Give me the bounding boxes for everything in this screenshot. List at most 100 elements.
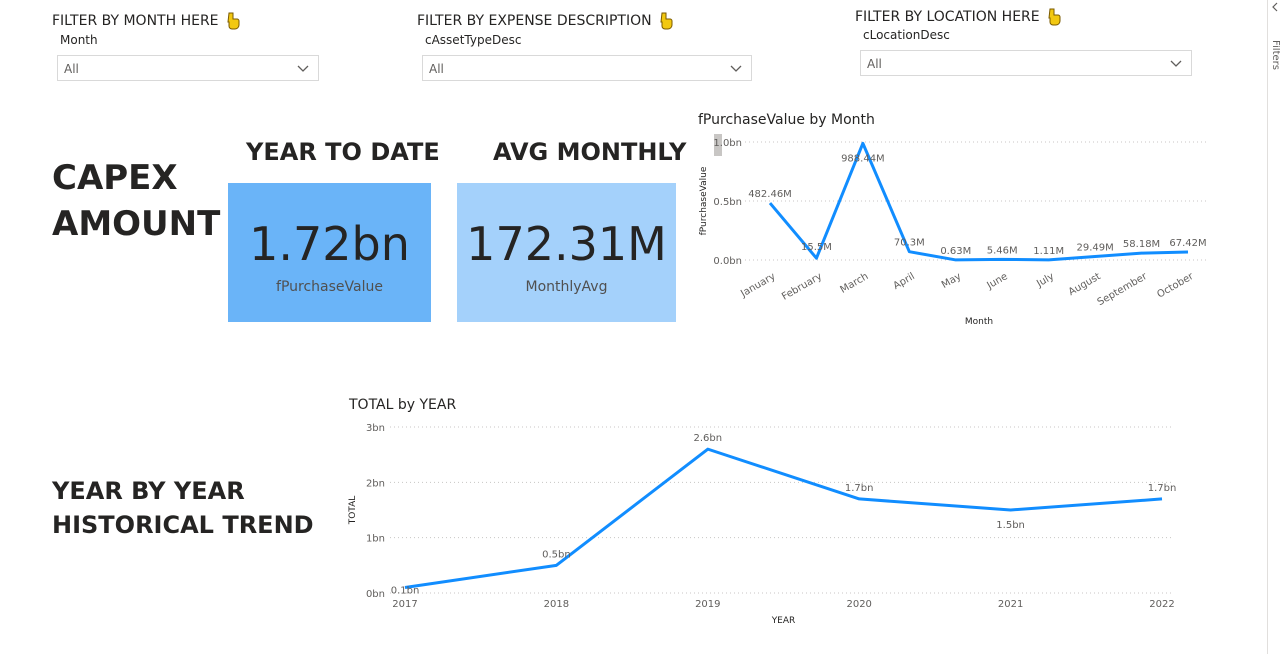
monthly-chart-data-label: 15.5M: [801, 242, 832, 253]
yearly-chart-x-tick: 2022: [1149, 599, 1174, 610]
yearly-chart-x-tick: 2021: [998, 599, 1023, 610]
yearly-chart-data-label: 1.7bn: [845, 483, 874, 494]
pointing-hand-icon: [660, 12, 673, 30]
filters-pane-label: Filters: [1270, 40, 1280, 70]
ytd-card-value: 1.72bn: [249, 216, 410, 271]
monthly-chart-title: fPurchaseValue by Month: [698, 112, 875, 128]
trend-heading-line2: HISTORICAL TREND: [52, 511, 314, 539]
chevron-down-icon: [730, 65, 742, 72]
monthly-chart-data-point[interactable]: [999, 256, 1005, 262]
yearly-chart-data-label: 1.5bn: [996, 520, 1025, 531]
monthly-chart-data-label: 67.42M: [1169, 238, 1206, 249]
ytd-card[interactable]: 1.72bn fPurchaseValue: [228, 183, 431, 322]
yearly-line-chart[interactable]: 0bn 1bn 2bn 3bn TOTAL 0.1bn 0.5bn 2.6bn 1.7bn 1.5…: [340, 415, 1190, 630]
monthly-chart-x-axis-label: Month: [965, 317, 993, 327]
monthly-chart-y-tick: 0.5bn: [713, 197, 742, 208]
location-dropdown-value: All: [867, 57, 882, 71]
month-dropdown[interactable]: All: [57, 55, 319, 81]
scrollbar-handle[interactable]: [714, 134, 722, 156]
avg-card-title: AVG MONTHLY: [493, 138, 687, 166]
yearly-chart-y-tick: 1bn: [366, 534, 385, 545]
pointing-hand-icon: [1048, 8, 1061, 26]
yearly-chart-x-tick: 2017: [392, 599, 417, 610]
monthly-chart-data-label: 0.63M: [940, 246, 971, 257]
monthly-chart-x-tick: June: [984, 271, 1009, 292]
avg-card-value: 172.31M: [466, 216, 667, 271]
month-dropdown-value: All: [64, 62, 79, 76]
monthly-chart-x-tick: March: [838, 271, 870, 296]
yearly-chart-y-tick: 2bn: [366, 478, 385, 489]
capex-heading-line2: AMOUNT: [52, 204, 221, 244]
monthly-chart-data-label: 5.46M: [987, 245, 1018, 256]
yearly-chart-y-tick: 3bn: [366, 423, 385, 434]
yearly-chart-series-line[interactable]: [404, 447, 1163, 589]
expense-slicer-label: cAssetTypeDesc: [425, 33, 522, 47]
avg-card[interactable]: 172.31M MonthlyAvg: [457, 183, 676, 322]
yearly-chart-data-point[interactable]: [705, 446, 711, 452]
expense-filter-title: FILTER BY EXPENSE DESCRIPTION: [417, 12, 674, 30]
monthly-chart-series-line[interactable]: [768, 141, 1189, 262]
trend-heading: YEAR BY YEAR HISTORICAL TREND: [52, 474, 314, 542]
location-filter-title-text: FILTER BY LOCATION HERE: [855, 9, 1040, 25]
yearly-chart-data-point[interactable]: [856, 496, 862, 502]
yearly-chart-y-tick: 0bn: [366, 589, 385, 600]
ytd-card-label: fPurchaseValue: [276, 278, 383, 295]
monthly-chart-x-tick: January: [738, 271, 777, 300]
expense-filter-title-text: FILTER BY EXPENSE DESCRIPTION: [417, 13, 652, 29]
chevron-down-icon: [1170, 60, 1182, 67]
location-filter-title: FILTER BY LOCATION HERE: [855, 8, 1062, 26]
monthly-chart-data-label: 1.11M: [1033, 246, 1064, 257]
monthly-chart-data-point[interactable]: [813, 255, 819, 261]
monthly-chart-data-point[interactable]: [1185, 249, 1191, 255]
capex-amount-heading: CAPEX AMOUNT: [52, 155, 220, 247]
yearly-chart-x-tick: 2019: [695, 599, 720, 610]
monthly-chart-data-point[interactable]: [1139, 250, 1145, 256]
monthly-chart-data-point[interactable]: [953, 257, 959, 263]
expense-dropdown[interactable]: All: [422, 55, 752, 81]
yearly-chart-y-axis-label: TOTAL: [348, 496, 358, 526]
monthly-chart-y-tick: 0.0bn: [713, 256, 742, 267]
monthly-chart-x-tick: August: [1067, 271, 1103, 298]
monthly-chart-y-tick: 1.0bn: [713, 138, 742, 149]
monthly-chart-data-label: 29.49M: [1076, 243, 1113, 254]
yearly-chart-data-label: 0.5bn: [542, 549, 571, 560]
expense-dropdown-value: All: [429, 62, 444, 76]
yearly-chart-title: TOTAL by YEAR: [349, 397, 457, 413]
trend-heading-line1: YEAR BY YEAR: [52, 477, 245, 505]
chevron-left-icon[interactable]: [1270, 2, 1280, 12]
monthly-chart-data-label: 482.46M: [748, 189, 792, 200]
monthly-chart-x-tick: May: [940, 271, 963, 291]
ytd-card-title: YEAR TO DATE: [246, 138, 440, 166]
yearly-chart-data-label: 1.7bn: [1148, 483, 1177, 494]
pointing-hand-icon: [226, 12, 240, 30]
location-slicer-label: cLocationDesc: [863, 28, 950, 42]
yearly-chart-data-point[interactable]: [1008, 507, 1014, 513]
location-dropdown[interactable]: All: [860, 50, 1192, 76]
yearly-chart-data-label: 0.1bn: [391, 585, 420, 596]
monthly-chart-data-point[interactable]: [1046, 257, 1052, 263]
avg-card-label: MonthlyAvg: [525, 278, 608, 295]
monthly-chart-data-point[interactable]: [860, 140, 866, 146]
monthly-chart-data-point[interactable]: [767, 200, 773, 206]
chevron-down-icon: [297, 65, 309, 72]
yearly-chart-data-point[interactable]: [553, 562, 559, 568]
yearly-chart-data-point[interactable]: [1159, 496, 1165, 502]
capex-heading-line1: CAPEX: [52, 158, 178, 198]
month-filter-title: FILTER BY MONTH HERE: [52, 12, 241, 30]
yearly-chart-x-axis-label: YEAR: [771, 616, 796, 626]
monthly-chart-data-label: 988.44M: [841, 153, 885, 164]
filters-pane-collapsed[interactable]: Filters: [1267, 0, 1280, 654]
monthly-line-chart[interactable]: 0.0bn 0.5bn 1.0bn fPurchaseValue 482.46M 15.5…: [690, 128, 1220, 333]
monthly-chart-data-label: 58.18M: [1123, 239, 1160, 250]
monthly-chart-data-point[interactable]: [906, 249, 912, 255]
monthly-chart-data-point[interactable]: [1092, 254, 1098, 260]
monthly-chart-y-axis-label: fPurchaseValue: [699, 166, 709, 235]
monthly-chart-x-tick: February: [780, 271, 824, 303]
month-filter-title-text: FILTER BY MONTH HERE: [52, 13, 219, 29]
month-slicer-label: Month: [60, 33, 98, 47]
monthly-chart-x-tick: October: [1155, 271, 1196, 301]
monthly-chart-x-tick: July: [1034, 271, 1056, 290]
yearly-chart-x-tick: 2020: [846, 599, 871, 610]
monthly-chart-x-tick: April: [892, 271, 917, 292]
monthly-chart-x-tick: September: [1096, 271, 1150, 309]
